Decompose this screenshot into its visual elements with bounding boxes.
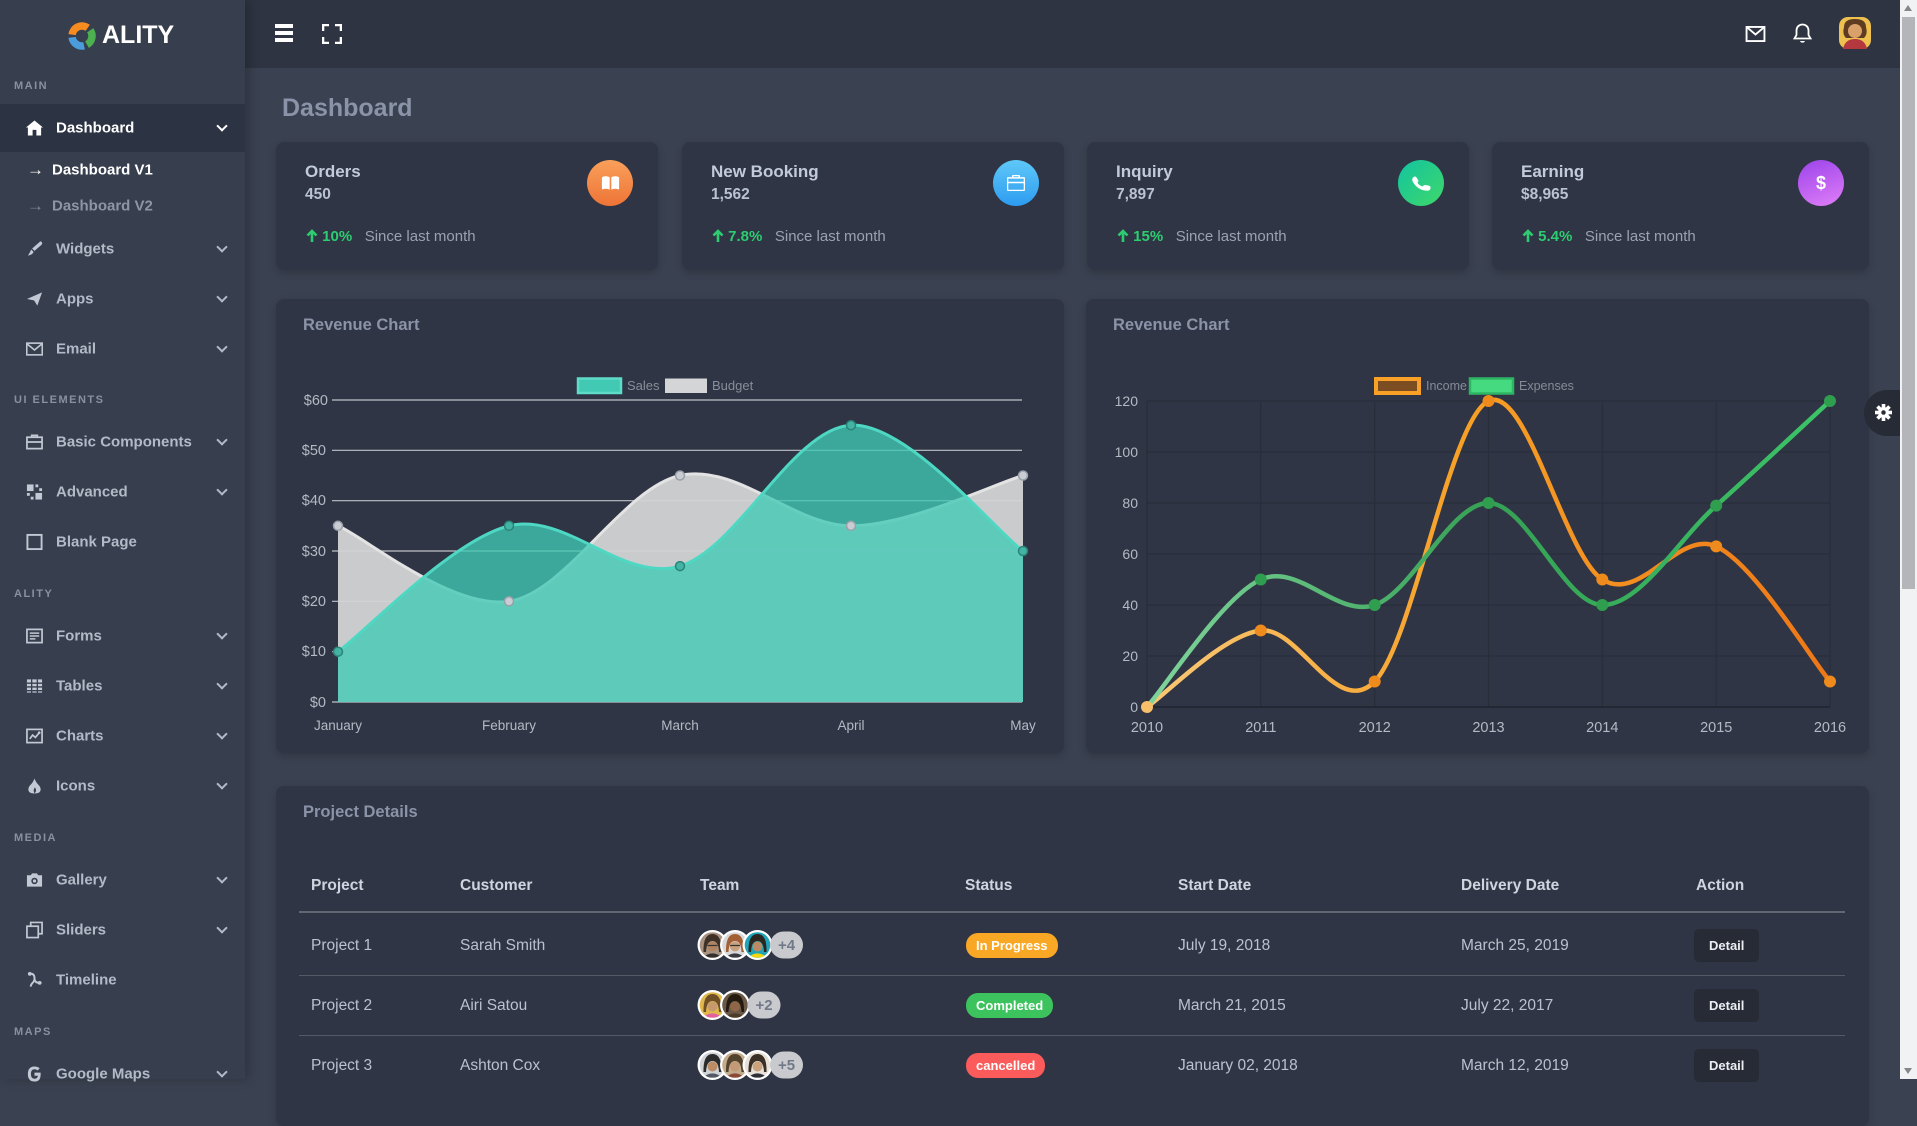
svg-text:$40: $40 <box>302 493 326 509</box>
svg-text:2012: 2012 <box>1359 720 1391 736</box>
svg-text:+5: +5 <box>778 1057 795 1074</box>
svg-text:Sales: Sales <box>627 378 660 393</box>
svg-text:100: 100 <box>1115 444 1139 460</box>
svg-text:2014: 2014 <box>1586 720 1618 736</box>
svg-text:January: January <box>314 718 362 733</box>
svg-text:April: April <box>837 718 864 733</box>
svg-text:March: March <box>661 718 699 733</box>
svg-text:$20: $20 <box>302 594 326 610</box>
svg-text:120: 120 <box>1115 393 1139 409</box>
svg-text:$50: $50 <box>302 443 326 459</box>
svg-text:2013: 2013 <box>1472 720 1504 736</box>
svg-text:May: May <box>1010 718 1036 733</box>
svg-text:2015: 2015 <box>1700 720 1732 736</box>
svg-text:$30: $30 <box>302 544 326 560</box>
svg-text:2011: 2011 <box>1245 720 1276 736</box>
svg-text:Income: Income <box>1426 379 1467 393</box>
svg-text:+2: +2 <box>755 997 772 1014</box>
svg-text:0: 0 <box>1130 699 1138 715</box>
svg-text:$60: $60 <box>304 393 328 409</box>
svg-text:Expenses: Expenses <box>1519 379 1574 393</box>
svg-text:+4: +4 <box>778 937 796 954</box>
svg-text:$0: $0 <box>310 695 326 711</box>
svg-text:2010: 2010 <box>1131 720 1163 736</box>
svg-text:60: 60 <box>1122 546 1138 562</box>
svg-text:February: February <box>482 718 536 733</box>
svg-text:20: 20 <box>1122 648 1138 664</box>
svg-text:80: 80 <box>1122 495 1138 511</box>
svg-text:$10: $10 <box>302 644 326 660</box>
svg-text:Budget: Budget <box>712 378 754 393</box>
svg-text:2016: 2016 <box>1814 720 1846 736</box>
svg-text:40: 40 <box>1122 597 1138 613</box>
